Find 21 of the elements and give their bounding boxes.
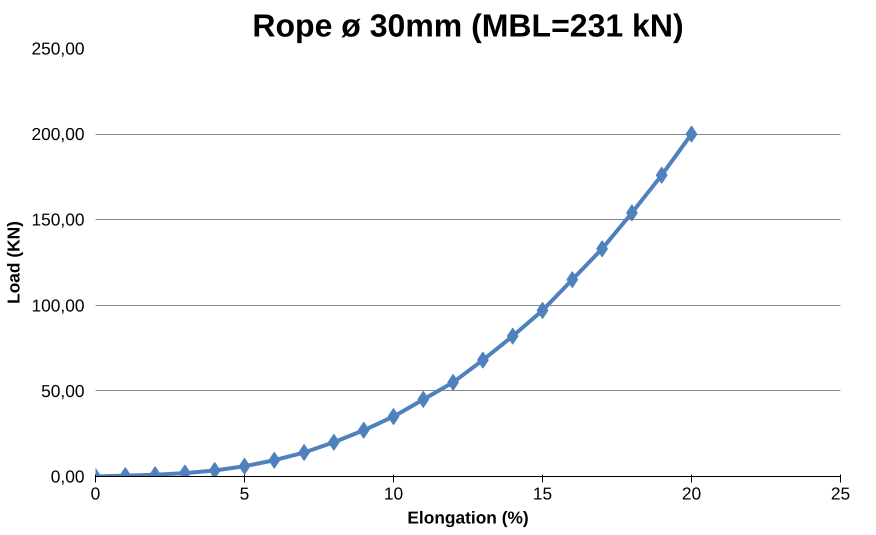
point [358,422,370,439]
x-tick-label: 10 [384,484,404,504]
y-tick-label: 0,00 [50,466,85,486]
y-axis-title: Load (KN) [4,221,24,304]
point [268,452,280,469]
y-tick-label: 250,00 [32,38,84,58]
point [566,271,578,288]
y-tick-label: 100,00 [32,295,84,316]
x-tick-label: 0 [90,484,100,504]
y-tick-label: 150,00 [32,210,84,230]
y-tick-label: 50,00 [41,380,85,401]
x-tick-label: 25 [830,484,850,504]
x-axis-title: Elongation (%) [407,508,529,528]
y-tick-label: 200,00 [32,124,84,144]
x-tick-label: 15 [532,484,552,504]
x-tick-label: 5 [240,484,250,504]
point [417,390,430,408]
x-tick-label: 20 [682,484,702,504]
chart-title: Rope ø 30mm (MBL=231 kN) [252,8,684,44]
point [506,328,519,345]
point [656,166,668,184]
